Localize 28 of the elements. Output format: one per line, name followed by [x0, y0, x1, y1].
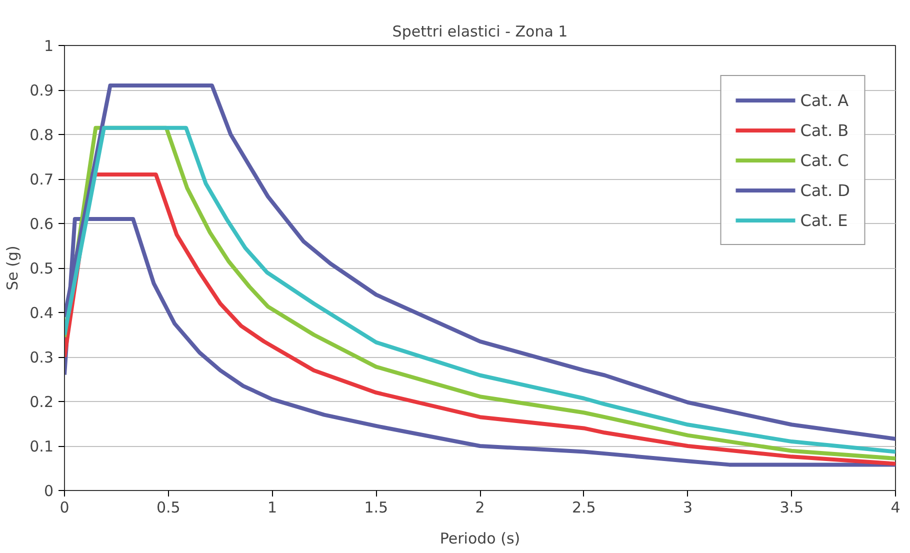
x-tick-label: 1	[267, 498, 278, 516]
y-tick-label: 1	[44, 37, 54, 55]
y-tick-label: 0.9	[30, 82, 54, 100]
y-tick-label: 0.2	[30, 393, 54, 411]
x-tick-label: 2.5	[572, 498, 596, 516]
x-axis-title: Periodo (s)	[440, 530, 520, 548]
y-tick-label: 0.8	[30, 126, 54, 144]
y-tick-label: 0.7	[30, 170, 54, 188]
x-tick-label: 3	[682, 498, 693, 516]
x-tick-label: 0	[60, 498, 70, 516]
y-tick-label: 0.3	[30, 348, 54, 366]
legend-label: Cat. E	[800, 210, 848, 230]
x-tick-label: 4	[890, 498, 900, 516]
y-tick-label: 0.4	[30, 304, 54, 322]
legend-label: Cat. C	[800, 150, 849, 170]
x-tick-label: 1.5	[364, 498, 388, 516]
y-tick-label: 0.5	[30, 260, 54, 278]
x-tick-label: 3.5	[780, 498, 804, 516]
legend-label: Cat. B	[800, 120, 849, 140]
chart-title: Spettri elastici - Zona 1	[392, 22, 568, 40]
x-tick-label: 2	[475, 498, 485, 516]
legend-label: Cat. A	[800, 90, 849, 110]
y-tick-label: 0	[44, 482, 54, 500]
legend-label: Cat. D	[800, 180, 850, 200]
y-tick-label: 0.6	[30, 215, 54, 233]
y-tick-label: 0.1	[30, 438, 54, 456]
x-tick-label: 0.5	[156, 498, 180, 516]
y-axis-title: Se (g)	[4, 246, 22, 290]
